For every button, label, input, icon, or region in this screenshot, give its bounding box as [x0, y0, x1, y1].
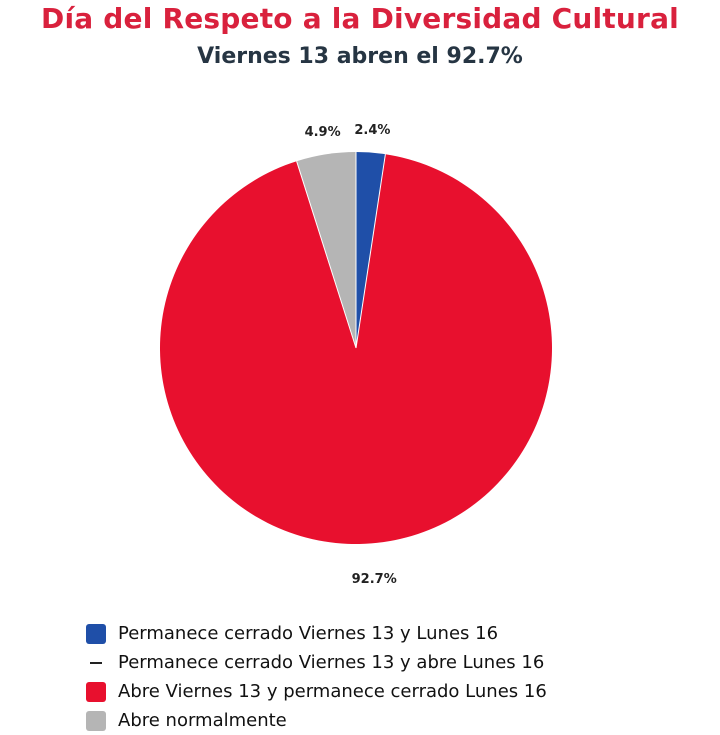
- data-label-abre-viernes-cerrado-lunes: 92.7%: [352, 572, 397, 587]
- legend: Permanece cerrado Viernes 13 y Lunes 16 …: [86, 619, 706, 735]
- data-label-abre-normalmente: 4.9%: [305, 125, 341, 140]
- legend-item-cerrado-viernes-lunes: Permanece cerrado Viernes 13 y Lunes 16: [86, 619, 706, 648]
- pie-slice-abre-normalmente: [296, 152, 356, 348]
- legend-swatch: [90, 661, 102, 664]
- legend-label: Abre normalmente: [118, 710, 287, 731]
- slice-separator: [296, 161, 357, 349]
- legend-item-abre-viernes-cerrado-lunes: Abre Viernes 13 y permanece cerrado Lune…: [86, 677, 706, 706]
- legend-label: Permanece cerrado Viernes 13 y abre Lune…: [118, 652, 545, 673]
- pie-chart: 2.4% 92.7% 4.9%: [159, 123, 552, 587]
- pie-slice-abre-viernes-cerrado-lunes: [159, 154, 552, 545]
- chart-title: Día del Respeto a la Diversidad Cultural: [41, 2, 679, 35]
- legend-item-abre-normalmente: Abre normalmente: [86, 706, 706, 735]
- chart-subtitle: Viernes 13 abren el 92.7%: [197, 44, 523, 69]
- legend-item-cerrado-viernes-abre-lunes: Permanece cerrado Viernes 13 y abre Lune…: [86, 648, 706, 677]
- data-label-cerrado-viernes-lunes: 2.4%: [354, 123, 390, 138]
- legend-swatch: [86, 710, 106, 731]
- legend-swatch: [86, 681, 106, 702]
- legend-label: Abre Viernes 13 y permanece cerrado Lune…: [118, 681, 547, 702]
- legend-swatch: [86, 623, 106, 644]
- legend-label: Permanece cerrado Viernes 13 y Lunes 16: [118, 623, 499, 644]
- slice-separator: [355, 154, 386, 349]
